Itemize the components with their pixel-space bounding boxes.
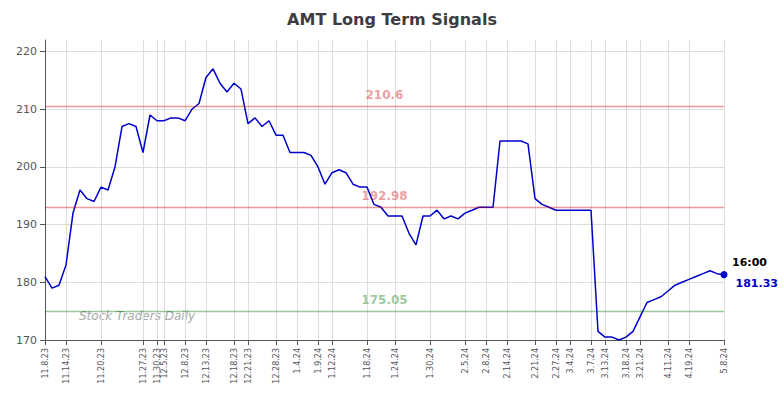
svg-text:AMT Long Term Signals: AMT Long Term Signals: [287, 10, 497, 29]
svg-text:5.8.24: 5.8.24: [720, 348, 729, 373]
svg-text:2.8.24: 2.8.24: [482, 348, 491, 373]
svg-text:1.24.24: 1.24.24: [391, 348, 400, 379]
svg-text:11.27.23: 11.27.23: [139, 348, 148, 384]
svg-text:12.13.23: 12.13.23: [202, 348, 211, 384]
svg-text:175.05: 175.05: [361, 293, 407, 307]
svg-text:192.98: 192.98: [361, 189, 407, 203]
svg-text:1.4.24: 1.4.24: [293, 348, 302, 373]
svg-text:11.30.23: 11.30.23: [152, 348, 162, 384]
svg-text:170: 170: [16, 334, 37, 347]
svg-text:12.18.23: 12.18.23: [230, 348, 239, 384]
svg-text:181.33: 181.33: [736, 277, 778, 290]
svg-text:2.21.24: 2.21.24: [531, 348, 540, 379]
svg-text:Stock Traders Daily: Stock Traders Daily: [79, 309, 196, 323]
svg-text:3.18.24: 3.18.24: [622, 348, 631, 379]
svg-text:220: 220: [16, 45, 37, 58]
svg-text:11.8.23: 11.8.23: [41, 348, 50, 379]
svg-text:3.7.24: 3.7.24: [587, 348, 596, 373]
svg-text:12.5.23: 12.5.23: [160, 348, 169, 379]
svg-text:12.28.23: 12.28.23: [272, 348, 281, 384]
svg-text:12.8.23: 12.8.23: [181, 348, 190, 379]
svg-text:1.12.24: 1.12.24: [328, 348, 337, 379]
svg-text:3.13.24: 3.13.24: [601, 348, 610, 379]
svg-text:190: 190: [16, 218, 37, 231]
svg-text:3.21.24: 3.21.24: [636, 348, 645, 379]
svg-text:4.11.24: 4.11.24: [664, 348, 673, 379]
svg-text:1.30.24: 1.30.24: [426, 348, 435, 379]
svg-text:1.18.24: 1.18.24: [363, 348, 372, 379]
svg-text:2.5.24: 2.5.24: [461, 348, 470, 373]
svg-text:4.19.24: 4.19.24: [685, 348, 694, 379]
svg-text:16:00: 16:00: [732, 256, 767, 269]
svg-text:210.6: 210.6: [366, 88, 404, 102]
svg-text:180: 180: [16, 276, 37, 289]
svg-text:12.21.23: 12.21.23: [244, 348, 253, 384]
svg-text:3.4.24: 3.4.24: [566, 348, 575, 373]
svg-text:2.27.24: 2.27.24: [552, 348, 561, 379]
svg-text:1.9.24: 1.9.24: [314, 348, 323, 373]
svg-text:210: 210: [16, 103, 37, 116]
svg-text:11.20.23: 11.20.23: [97, 348, 106, 384]
svg-text:200: 200: [16, 160, 37, 173]
svg-text:2.14.24: 2.14.24: [503, 348, 512, 379]
svg-text:11.14.23: 11.14.23: [62, 348, 71, 384]
